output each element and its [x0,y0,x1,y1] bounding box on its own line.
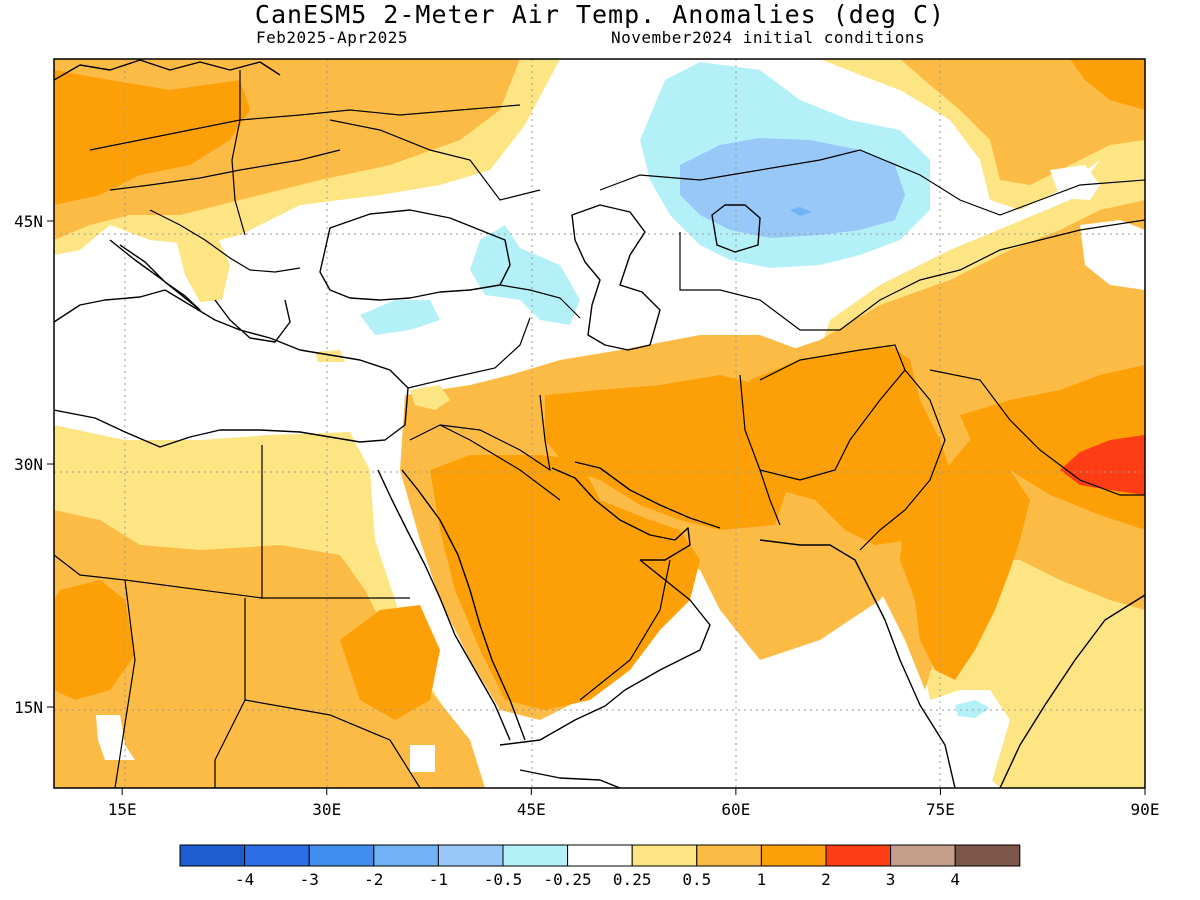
colorbar-label: -3 [300,870,319,889]
colorbar-label: -0.5 [484,870,523,889]
border-europe-3 [149,209,301,273]
anomaly-anatolia-0.5 [315,350,450,410]
anomaly-northeast-1 [900,59,1145,185]
colorbar-swatch [567,844,633,867]
coast-arabia-south [624,559,711,691]
border-russia-kazakh [599,149,1145,216]
border-pakistan-india [859,369,946,551]
colorbar-swatch [373,844,439,867]
longitude-labels: 15E 30E 45E 60E 75E 90E [108,788,1160,819]
colorbar-swatch [890,844,956,867]
lat-tick-label: 15N [14,698,43,717]
map-field [54,59,1145,788]
anomaly-caucasus-cool-0.25 [470,225,580,325]
anomaly-tibet-2 [960,365,1145,530]
coast-aral-sea [711,204,761,253]
coast-aegean [214,299,291,343]
map-title: CanESM5 2-Meter Air Temp. Anomalies (deg… [254,0,946,29]
lat-tick-label: 30N [14,455,43,474]
colorbar-label: 0.25 [613,870,652,889]
colorbar [179,844,1021,867]
colorbar-swatch [502,844,569,867]
coast-red-sea [377,469,526,741]
border-africa-west [54,554,136,788]
border-iraq [439,394,551,472]
anomaly-india-cool [955,700,990,718]
anomaly-india-2 [900,430,1030,680]
border-afghanistan [759,344,906,481]
initial-conditions: November2024 initial conditions [611,28,926,47]
lon-tick-label: 90E [1131,800,1160,819]
colorbar-swatch [631,844,698,867]
colorbar-label: -0.25 [544,870,592,889]
colorbar-swatch [760,844,827,867]
map-frame [53,58,1146,789]
anomaly-iran-2 [545,375,790,530]
coast-black-sea [319,209,511,301]
anomaly-blacksea-cool-0.25 [360,300,440,335]
border-central-asia [679,219,1145,331]
colorbar-swatch [244,844,310,867]
graticule [54,59,1145,788]
lon-tick-label: 45E [517,800,546,819]
border-europe-4 [231,70,246,236]
anomaly-africa-2-west [54,580,135,700]
colorbar-swatch [825,844,892,867]
colorbar-labels: -4 -3 -2 -1 -0.5 -0.25 0.25 0.5 1 2 3 4 [235,870,960,889]
forecast-period: Feb2025-Apr2025 [256,28,408,47]
colorbar-label: 0.5 [682,870,711,889]
border-sudan-south [244,699,421,788]
coast-mediterranean [54,289,409,448]
lon-tick-label: 60E [721,800,750,819]
coast-north-europe [54,59,281,81]
colorbar-swatch [437,844,504,867]
coastlines [54,59,1145,788]
border-caucasus [499,284,581,319]
colorbar-label: 1 [757,870,767,889]
coast-persian-gulf [551,461,721,561]
coast-caspian-sea [571,204,661,351]
lon-tick-label: 30E [312,800,341,819]
anomaly-balkans-0.5 [175,232,230,302]
colorbar-label: 3 [886,870,896,889]
colorbar-swatch [954,844,1021,867]
anomaly-kazakh-cool-1 [790,207,812,216]
borders [54,70,1145,788]
anomaly-africa-1 [54,510,485,788]
border-turkey-syria [407,317,531,389]
anomaly-asia-1 [760,200,1145,690]
anomaly-sudan-2 [340,605,440,720]
anomaly-northeast-2 [1070,59,1145,110]
border-europe-2 [109,149,341,191]
colorbar-label: -1 [429,870,448,889]
latitude-labels: 45N 30N 15N [14,212,54,717]
colorbar-label: -2 [364,870,383,889]
colorbar-label: 2 [821,870,831,889]
colorbar-swatch [308,844,375,867]
border-libya-south [124,579,263,599]
colorbar-swatch [179,844,246,867]
coast-gulf-of-aden [499,689,626,781]
border-ukraine [329,119,541,201]
colorbar-swatch [696,844,762,867]
colorbar-label: -4 [235,870,254,889]
border-sudan-chad [214,598,246,788]
coast-adriatic [109,239,201,311]
border-europe-1 [89,104,521,151]
coast-africa-horn [599,779,621,788]
lat-tick-label: 45N [14,212,43,231]
colorbar-label: 4 [950,870,960,889]
border-saudi [409,424,671,701]
coast-india [759,539,1145,788]
lon-tick-label: 75E [926,800,955,819]
anomaly-arabia-2 [430,455,700,710]
border-india-china [929,369,1145,496]
lon-tick-label: 15E [108,800,137,819]
